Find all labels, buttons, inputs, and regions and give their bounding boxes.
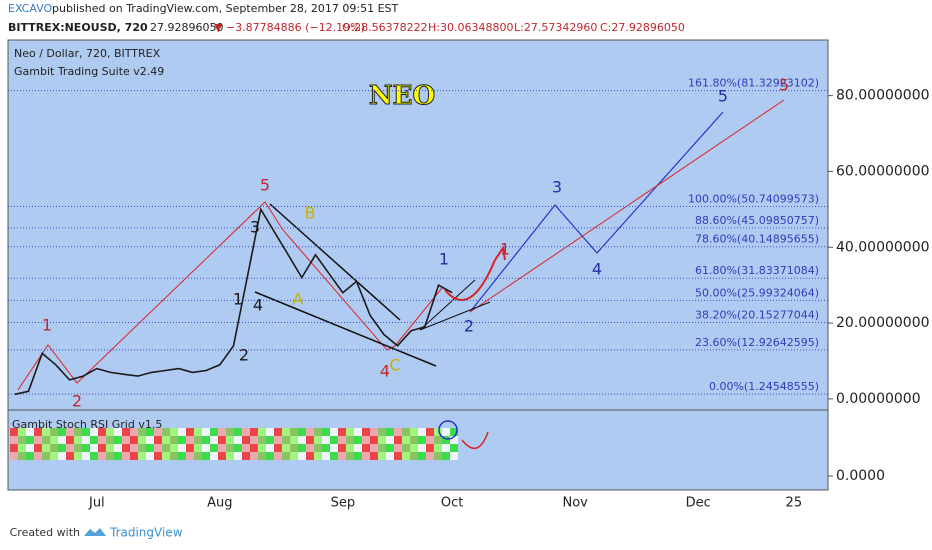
subpane-title: Gambit Stoch RSI Grid v1.5 [12,418,162,431]
fib-label: 161.80%(81.32923102) [688,77,819,90]
symbol: BITTREX:NEOUSD, 720 [8,21,148,34]
legend-symbol: Neo / Dollar, 720, BITTREX [14,47,161,60]
wave-label: 5 [260,176,270,195]
last: 27.92896050 [150,21,223,34]
fib-label: 38.20%(20.15277044) [695,308,819,321]
close: C:27.92896050 [600,21,685,34]
wave-label: 1 [439,250,449,269]
low: L:27.57342960 [514,21,597,34]
wave-label: C [389,356,400,375]
wave-label: 1 [500,240,510,259]
wave-label: 4 [380,362,390,381]
stoch-grid [10,428,458,460]
wave-label: 4 [253,296,263,315]
footer-brand: TradingView [109,526,183,540]
y-tick-label: 0.00000000 [836,391,921,407]
projections [17,99,785,449]
price-line [14,207,453,396]
chart-title: NEO [369,81,435,111]
pane [7,39,829,491]
x-tick-label: Oct [441,496,463,511]
wave-label: 4 [592,260,602,279]
high: H:30.06348800 [428,21,513,34]
open: O:28.56378222 [342,21,428,34]
wave-label: 2 [464,317,474,336]
legend-indicator: Gambit Trading Suite v2.49 [14,65,164,78]
wave-label: B [305,204,316,223]
wave-label: 3 [250,218,260,237]
wave-label: 1 [42,316,52,335]
wave-label: 1 [233,290,243,309]
x-tick-label: Dec [686,496,711,511]
fib-label: 61.80%(31.83371084) [695,264,819,277]
wave-label: 5 [779,76,789,95]
y-tick-label: 0.0000 [836,468,885,484]
logo [84,528,106,536]
change: ▼ −3.87784886 (−12.19%) [214,21,365,34]
y-tick-label: 60.00000000 [836,163,930,179]
footer-created: Created with [10,526,80,539]
x-tick-label: Sep [331,496,356,511]
x-tick-label: Jul [88,496,105,511]
x-tick-label: Nov [562,496,588,511]
published: published on TradingView.com, September … [52,2,399,15]
fib-label: 88.60%(45.09850757) [695,214,819,227]
x-tick-label: Aug [207,496,232,511]
fib-label: 78.60%(40.14895655) [695,233,819,246]
fib-label: 100.00%(50.74099573) [688,193,819,206]
wave-label: A [293,290,304,309]
y-tick-label: 40.00000000 [836,239,930,255]
fib-label: 0.00%(1.24548555) [709,380,819,393]
x-tick-label: 25 [786,496,803,511]
wave-label: 5 [718,87,728,106]
wave-label: 2 [239,346,249,365]
wave-label: 3 [552,178,562,197]
y-tick-label: 80.00000000 [836,88,930,104]
fib-label: 23.60%(12.92642595) [695,336,819,349]
fib-label: 50.00%(25.99324064) [695,286,819,299]
wave-label: 2 [72,392,82,411]
author: EXCAVO [8,2,53,15]
y-tick-label: 20.00000000 [836,315,930,331]
